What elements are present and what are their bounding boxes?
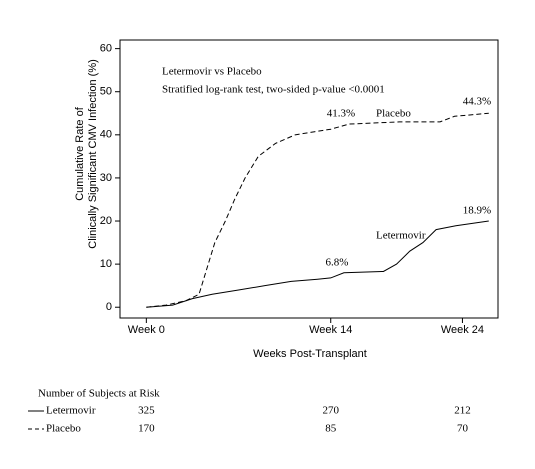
risk-table-title: Number of Subjects at Risk (38, 388, 160, 400)
y-tick-label: 0 (106, 301, 112, 313)
annotation: Stratified log-rank test, two-sided p-va… (162, 84, 385, 96)
y-tick-label: 10 (100, 258, 112, 270)
y-axis-label: Cumulative Rate of (74, 106, 86, 200)
plot-frame (119, 39, 499, 319)
annotation: 44.3% (463, 96, 491, 108)
x-tick-label: Week 14 (309, 324, 352, 336)
annotation: 41.3% (327, 108, 355, 120)
risk-value: 212 (454, 405, 471, 417)
annotation: Letermovir (376, 230, 426, 242)
annotation: 6.8% (326, 257, 349, 269)
series-line (146, 220, 489, 308)
y-tick-label: 20 (100, 215, 112, 227)
y-axis-label: Clinically Significant CMV Infection (%) (87, 59, 99, 249)
y-tick-label: 30 (100, 172, 112, 184)
y-tick-label: 50 (100, 86, 112, 98)
series-line (146, 112, 489, 308)
x-tick-label: Week 24 (441, 324, 484, 336)
x-tick-label: Week 0 (128, 324, 165, 336)
risk-value: 70 (457, 423, 469, 435)
annotation: Letermovir vs Placebo (162, 66, 262, 78)
risk-value: 170 (138, 423, 155, 435)
x-axis-label: Weeks Post-Transplant (253, 348, 367, 360)
risk-value: 85 (325, 423, 337, 435)
y-tick-label: 60 (100, 43, 112, 55)
risk-value: 325 (138, 405, 155, 417)
y-tick-label: 40 (100, 129, 112, 141)
risk-row-name: Letermovir (46, 405, 96, 417)
annotation: 18.9% (463, 205, 491, 217)
risk-value: 270 (322, 405, 339, 417)
annotation: Placebo (376, 108, 411, 120)
risk-row-name: Placebo (46, 423, 81, 435)
